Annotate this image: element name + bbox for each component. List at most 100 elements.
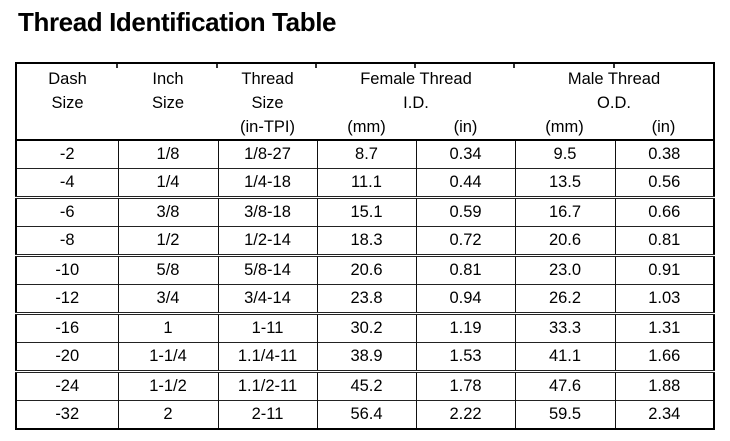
table-cell: -16 xyxy=(16,312,118,343)
table-cell: 0.94 xyxy=(415,284,515,314)
row-group: -16 1 1-11 30.2 1.19 33.3 1.31 -20 1-1/4 1.1/4-11… xyxy=(16,312,714,372)
table-cell: 0.81 xyxy=(415,254,515,285)
table-cell: 20.6 xyxy=(316,254,416,285)
table-row: -20 1-1/4 1.1/4-11 38.9 1.53 41.1 1.66 xyxy=(16,342,714,372)
table-cell: 47.6 xyxy=(514,370,615,401)
table-cell: 33.3 xyxy=(514,312,615,343)
table-cell: 26.2 xyxy=(514,284,615,314)
col-header-thread-size: Thread Size (in-TPI) xyxy=(218,63,317,141)
table-row: -8 1/2 1/2-14 18.3 0.72 20.6 0.81 xyxy=(16,226,714,256)
table-cell: 1.88 xyxy=(614,370,714,401)
col-header-label: Inch xyxy=(152,70,184,88)
table-cell: 0.91 xyxy=(614,254,714,285)
col-header-inch-size: Inch Size xyxy=(118,63,218,141)
table-cell: 16.7 xyxy=(514,196,615,227)
table-cell: -32 xyxy=(16,400,118,429)
table-cell: 2-11 xyxy=(217,400,317,429)
table-cell: 1.1/4-11 xyxy=(217,342,317,372)
table-cell: 23.8 xyxy=(316,284,416,314)
table-cell: -4 xyxy=(16,168,118,198)
table-cell: 18.3 xyxy=(316,226,416,256)
table-cell: 15.1 xyxy=(316,196,416,227)
subcol-mm-label: (mm) xyxy=(545,118,584,136)
thread-table-container: Dash Size Inch Size Thread Size (in-TPI)… xyxy=(15,62,715,430)
row-group: -10 5/8 5/8-14 20.6 0.81 23.0 0.91 -12 3/4 3/4-14… xyxy=(16,254,714,314)
table-cell: 0.81 xyxy=(614,226,714,256)
header-divider-stub xyxy=(513,64,515,68)
table-cell: 3/4 xyxy=(117,284,218,314)
table-cell: -10 xyxy=(16,254,118,285)
table-cell: -8 xyxy=(16,226,118,256)
col-header-label: Thread xyxy=(241,70,294,88)
col-header-male-thread: Male Thread O.D. (mm) (in) xyxy=(515,63,714,141)
table-cell: 0.59 xyxy=(415,196,515,227)
table-cell: 8.7 xyxy=(316,140,416,169)
row-group: -24 1-1/2 1.1/2-11 45.2 1.78 47.6 1.88 -32 2 2-11… xyxy=(16,370,714,429)
table-cell: 2.34 xyxy=(614,400,714,429)
table-cell: 1.31 xyxy=(614,312,714,343)
table-cell: 9.5 xyxy=(514,140,615,169)
header-divider-stub xyxy=(216,64,218,68)
header-divider-stub xyxy=(613,64,615,68)
table-cell: 13.5 xyxy=(514,168,615,198)
subcolumn-units-row: (mm) (in) xyxy=(515,115,713,139)
table-cell: 0.44 xyxy=(415,168,515,198)
thread-identification-table: Dash Size Inch Size Thread Size (in-TPI)… xyxy=(15,62,715,430)
table-cell: -12 xyxy=(16,284,118,314)
table-row: -24 1-1/2 1.1/2-11 45.2 1.78 47.6 1.88 xyxy=(16,370,714,401)
table-cell: 1.66 xyxy=(614,342,714,372)
table-cell: 1/4 xyxy=(117,168,218,198)
row-group: -6 3/8 3/8-18 15.1 0.59 16.7 0.66 -8 1/2 1/2-14 18… xyxy=(16,196,714,256)
table-row: -2 1/8 1/8-27 8.7 0.34 9.5 0.38 xyxy=(16,140,714,169)
table-cell: 45.2 xyxy=(316,370,416,401)
table-cell: 1.03 xyxy=(614,284,714,314)
table-cell: 23.0 xyxy=(514,254,615,285)
table-cell: 0.56 xyxy=(614,168,714,198)
table-cell: -24 xyxy=(16,370,118,401)
table-cell: 41.1 xyxy=(514,342,615,372)
table-row: -12 3/4 3/4-14 23.8 0.94 26.2 1.03 xyxy=(16,284,714,314)
row-group: -2 1/8 1/8-27 8.7 0.34 9.5 0.38 -4 1/4 1/4-18 11.1… xyxy=(16,140,714,198)
col-header-label: I.D. xyxy=(403,94,429,112)
table-header: Dash Size Inch Size Thread Size (in-TPI)… xyxy=(16,63,714,141)
table-cell: -6 xyxy=(16,196,118,227)
table-cell: -2 xyxy=(59,145,75,163)
table-cell: 0.34 xyxy=(415,140,515,169)
table-cell: 0.72 xyxy=(415,226,515,256)
col-header-label: Size xyxy=(251,94,284,112)
table-row: -6 3/8 3/8-18 15.1 0.59 16.7 0.66 xyxy=(16,196,714,227)
table-cell: 5/8-14 xyxy=(217,254,317,285)
subcolumn-units-row: (mm) (in) xyxy=(317,115,515,139)
table-cell: 1.78 xyxy=(415,370,515,401)
col-header-female-thread: Female Thread I.D. (mm) (in) xyxy=(317,63,515,141)
table-cell: 1/4-18 xyxy=(217,168,317,198)
table-cell: 0.66 xyxy=(614,196,714,227)
table-cell: 30.2 xyxy=(316,312,416,343)
subcol-in-label: (in) xyxy=(453,118,478,136)
table-cell: 3/8-18 xyxy=(217,196,317,227)
page-title: Thread Identification Table xyxy=(18,7,337,37)
col-header-label: Male Thread xyxy=(567,70,661,88)
table-cell: -20 xyxy=(16,342,118,372)
table-cell: 5/8 xyxy=(117,254,218,285)
col-header-dash-size: Dash Size xyxy=(16,63,118,141)
table-cell: 1 xyxy=(117,312,218,343)
table-cell: 56.4 xyxy=(316,400,416,429)
table-cell: 2 xyxy=(117,400,218,429)
table-cell: 1-1/4 xyxy=(117,342,218,372)
table-cell: 1/8 xyxy=(117,140,218,169)
col-header-label: Female Thread xyxy=(360,70,472,88)
table-cell: 1.53 xyxy=(415,342,515,372)
table-cell: 1/2 xyxy=(117,226,218,256)
table-cell: 1-11 xyxy=(217,312,317,343)
table-row: -10 5/8 5/8-14 20.6 0.81 23.0 0.91 xyxy=(16,254,714,285)
col-header-label: Size xyxy=(51,94,84,112)
table-cell: 59.5 xyxy=(514,400,615,429)
table-row: -16 1 1-11 30.2 1.19 33.3 1.31 xyxy=(16,312,714,343)
table-cell: 1/8-27 xyxy=(217,140,317,169)
subcol-in-label: (in) xyxy=(651,118,676,136)
table-cell: 2.22 xyxy=(415,400,515,429)
table-row: -4 1/4 1/4-18 11.1 0.44 13.5 0.56 xyxy=(16,168,714,198)
table-cell: 1.1/2-11 xyxy=(217,370,317,401)
